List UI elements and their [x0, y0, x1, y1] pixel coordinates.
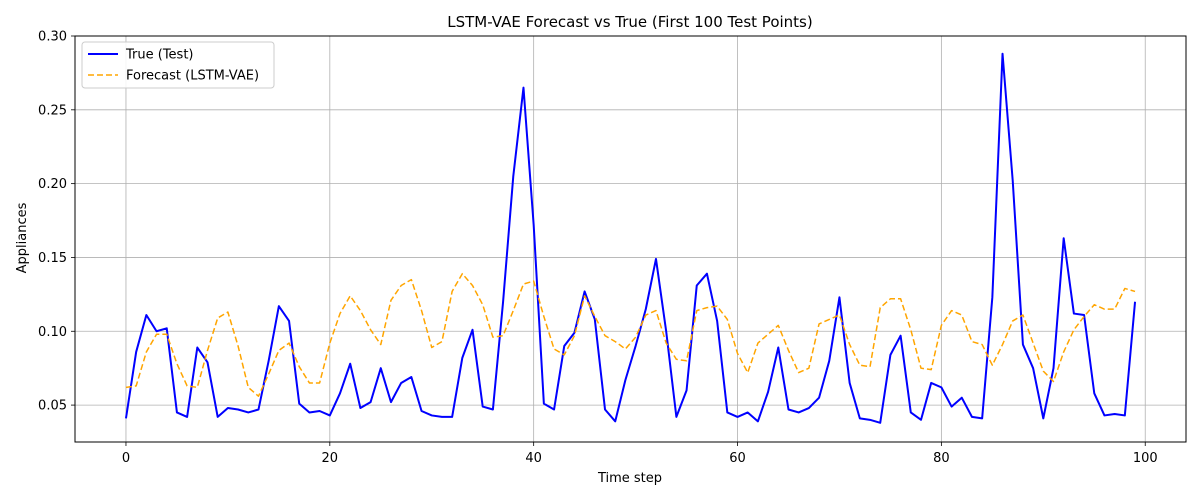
- legend-label: True (Test): [125, 48, 194, 63]
- legend: True (Test) Forecast (LSTM-VAE): [81, 41, 275, 89]
- legend-label: Forecast (LSTM-VAE): [126, 69, 259, 84]
- ticks: 0 20 40 60 80 100 0.05 0.10 0.15 0.20 0.25 0.30: [38, 30, 1158, 467]
- x-tick-label: 0: [122, 451, 130, 466]
- x-tick-label: 40: [525, 451, 542, 466]
- y-tick-label: 0.05: [38, 399, 67, 414]
- x-tick-label: 80: [933, 451, 950, 466]
- series-line-true-test: [124, 52, 1137, 424]
- legend-box: [81, 41, 275, 89]
- y-tick-label: 0.25: [38, 103, 67, 118]
- x-tick-label: 20: [322, 451, 339, 466]
- x-tick-label: 60: [729, 451, 746, 466]
- series-line-forecast-lstm-vae: [125, 272, 1136, 397]
- x-tick-label: 100: [1133, 451, 1158, 466]
- y-tick-label: 0.15: [38, 251, 67, 266]
- y-tick-label: 0.30: [38, 30, 67, 45]
- y-tick-label: 0.20: [38, 177, 67, 192]
- grid: [75, 35, 1186, 442]
- chart-title: LSTM-VAE Forecast vs True (First 100 Tes…: [447, 13, 812, 31]
- plot-frame: [74, 35, 1187, 443]
- x-axis-label: Time step: [597, 471, 662, 486]
- series-layer: [124, 52, 1137, 424]
- y-axis-label: Appliances: [15, 202, 30, 273]
- y-tick-label: 0.10: [38, 325, 67, 340]
